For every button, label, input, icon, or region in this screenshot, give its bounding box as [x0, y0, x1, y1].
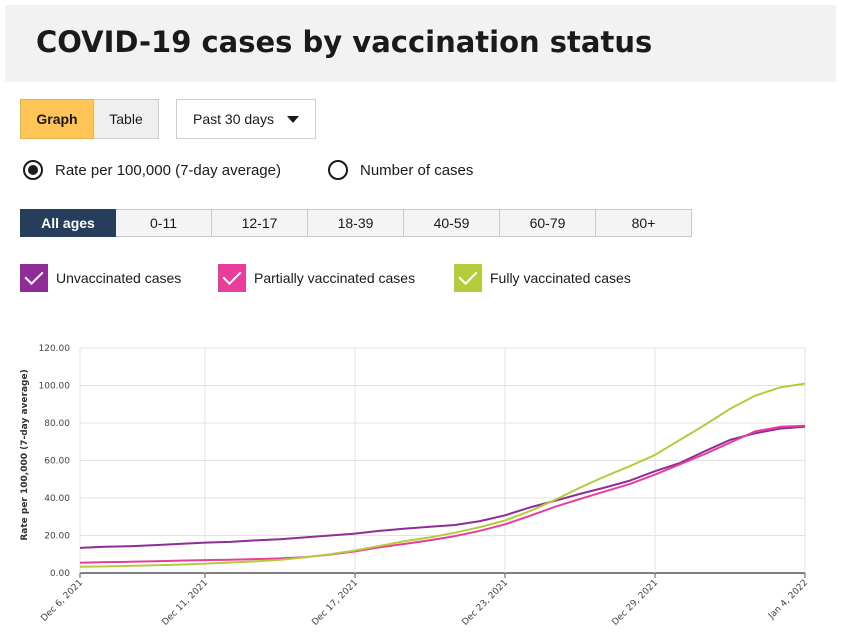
count-option[interactable]: Number of cases	[328, 160, 473, 180]
chart-gridlines	[79, 347, 806, 574]
table-view-button[interactable]: Table	[94, 99, 159, 139]
series-line-fully-vaccinated-cases[interactable]	[79, 382, 806, 568]
legend-partially-vaccinated[interactable]: Partially vaccinated cases	[218, 264, 415, 292]
rate-option-label: Rate per 100,000 (7-day average)	[55, 161, 281, 179]
x-tick-label: Dec 23, 2021	[460, 578, 510, 628]
y-tick-label: 120.00	[39, 344, 71, 354]
check-icon[interactable]	[218, 264, 246, 292]
time-range-value: Past 30 days	[193, 111, 274, 127]
count-radio[interactable]	[328, 160, 348, 180]
rate-option[interactable]: Rate per 100,000 (7-day average)	[23, 160, 281, 180]
tab-age-40-59[interactable]: 40-59	[404, 209, 500, 237]
y-tick-label: 100.00	[39, 382, 71, 392]
x-axis-ticks: Dec 6, 2021 Dec 11, 2021 Dec 17, 2021 Dec 2…	[39, 573, 810, 628]
legend-label: Unvaccinated cases	[56, 270, 182, 286]
graph-view-button[interactable]: Graph	[20, 99, 94, 139]
tab-age-18-39[interactable]: 18-39	[308, 209, 404, 237]
legend-label: Partially vaccinated cases	[254, 270, 416, 286]
title-bar: COVID-19 cases by vaccination status	[5, 5, 836, 82]
rate-radio[interactable]	[23, 160, 43, 180]
y-axis-ticks: 0.00 20.00 40.00 60.00 80.00 100.00 120.00	[39, 344, 71, 579]
x-tick-label: Dec 29, 2021	[610, 578, 660, 628]
series-line-unvaccinated-cases[interactable]	[79, 425, 806, 549]
tab-age-80-plus[interactable]: 80+	[596, 209, 692, 237]
x-tick-label: Dec 17, 2021	[310, 578, 360, 628]
legend-fully-vaccinated[interactable]: Fully vaccinated cases	[454, 264, 631, 292]
legend-unvaccinated[interactable]: Unvaccinated cases	[20, 264, 181, 292]
page-title: COVID-19 cases by vaccination status	[36, 25, 653, 59]
tab-age-0-11[interactable]: 0-11	[116, 209, 212, 237]
check-icon[interactable]	[20, 264, 48, 292]
check-icon[interactable]	[454, 264, 482, 292]
y-tick-label: 20.00	[44, 532, 70, 542]
x-tick-label: Dec 11, 2021	[160, 578, 210, 628]
tab-age-12-17[interactable]: 12-17	[212, 209, 308, 237]
y-tick-label: 0.00	[50, 569, 70, 579]
chart-series	[79, 382, 806, 568]
view-toggle: Graph Table	[20, 99, 159, 139]
time-range-select[interactable]: Past 30 days	[176, 99, 316, 139]
tab-age-60-79[interactable]: 60-79	[500, 209, 596, 237]
tab-all-ages[interactable]: All ages	[20, 209, 116, 237]
line-chart: 0.00 20.00 40.00 60.00 80.00 100.00 120.00 Dec…	[20, 344, 810, 628]
x-tick-label: Jan 4, 2022	[766, 578, 810, 622]
count-option-label: Number of cases	[360, 161, 474, 179]
y-tick-label: 40.00	[44, 494, 70, 504]
y-tick-label: 80.00	[44, 419, 70, 429]
caret-down-icon	[287, 116, 299, 123]
age-group-tabs: All ages 0-11 12-17 18-39 40-59 60-79 80…	[20, 209, 692, 237]
y-axis-label: Rate per 100,000 (7-day average)	[20, 369, 30, 540]
x-tick-label: Dec 6, 2021	[39, 578, 85, 624]
y-tick-label: 60.00	[44, 457, 70, 467]
series-line-partially-vaccinated-cases[interactable]	[79, 424, 806, 564]
legend-label: Fully vaccinated cases	[490, 270, 631, 286]
